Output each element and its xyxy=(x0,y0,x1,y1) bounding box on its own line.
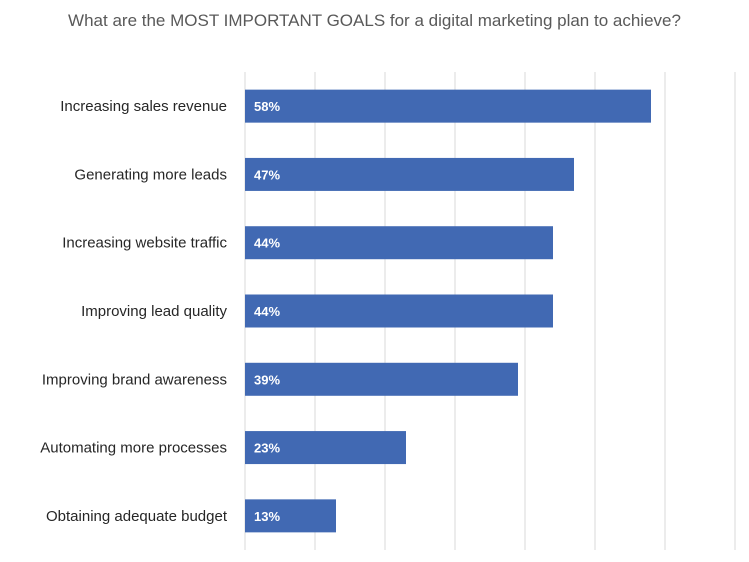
data-label: 13% xyxy=(254,509,280,524)
data-label: 47% xyxy=(254,167,280,182)
bar xyxy=(245,226,553,260)
bar xyxy=(245,157,574,191)
bar xyxy=(245,431,406,465)
category-label: Generating more leads xyxy=(74,166,227,183)
data-label: 44% xyxy=(254,236,280,251)
bar xyxy=(245,89,651,123)
chart-title: What are the MOST IMPORTANT GOALS for a … xyxy=(68,11,681,30)
category-label: Increasing sales revenue xyxy=(60,98,227,115)
bar xyxy=(245,294,553,328)
category-label: Increasing website traffic xyxy=(62,235,227,252)
data-label: 58% xyxy=(254,99,280,114)
bar xyxy=(245,362,518,396)
data-label: 39% xyxy=(254,372,280,387)
data-label: 44% xyxy=(254,304,280,319)
category-label: Improving brand awareness xyxy=(42,371,227,388)
data-label: 23% xyxy=(254,441,280,456)
category-label: Improving lead quality xyxy=(81,303,227,320)
category-label: Obtaining adequate budget xyxy=(46,508,228,525)
category-label: Automating more processes xyxy=(40,440,227,457)
bar xyxy=(245,499,336,533)
